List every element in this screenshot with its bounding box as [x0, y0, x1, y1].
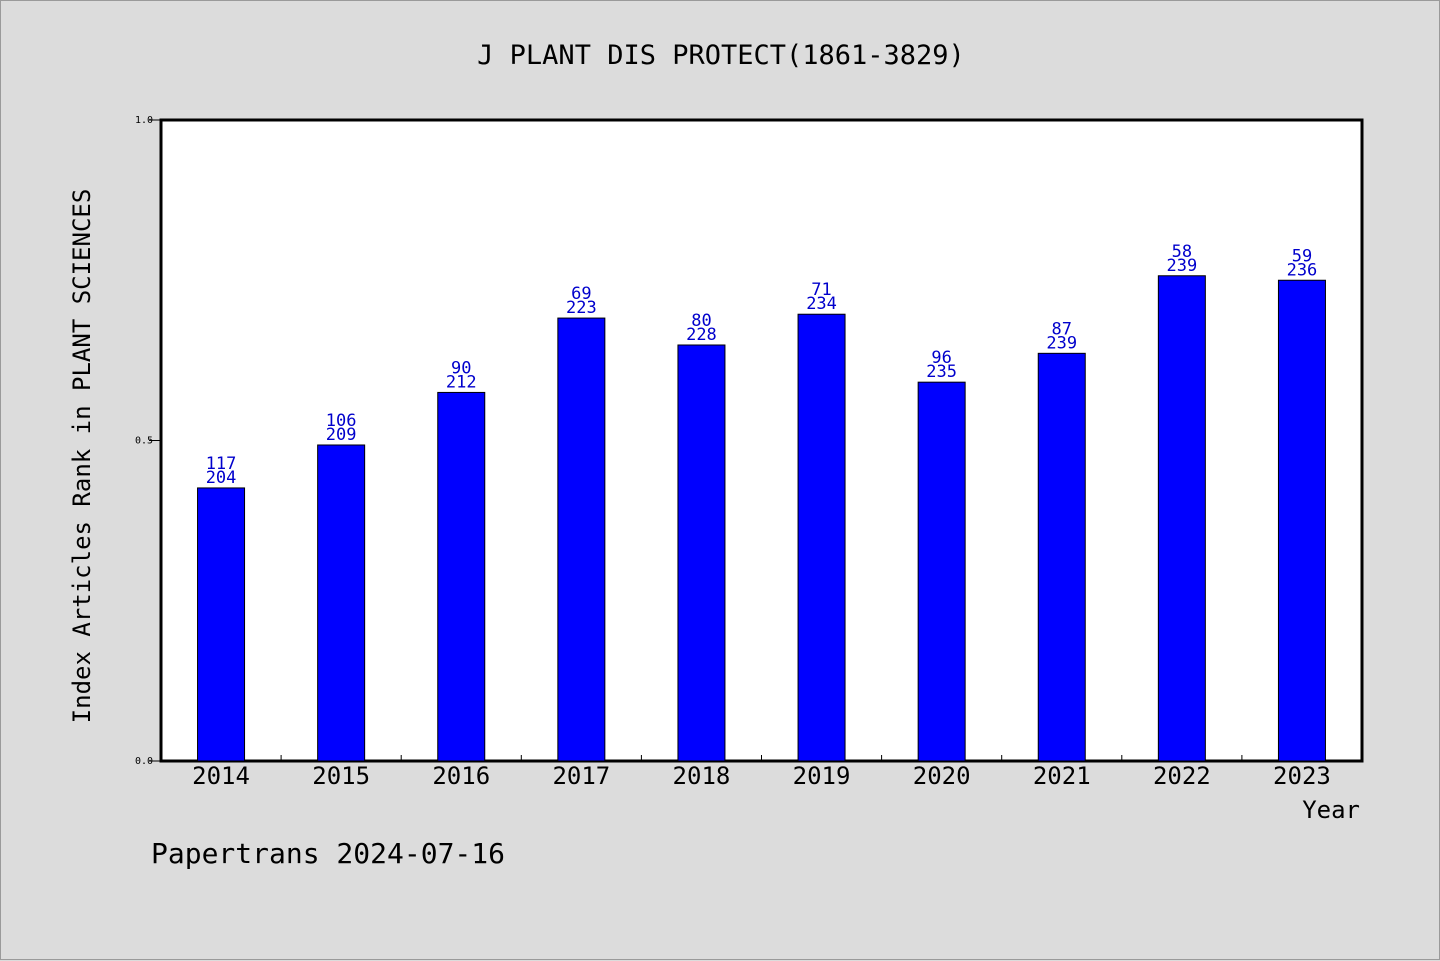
- y-tick-label-0.0: 0.0: [135, 756, 153, 767]
- y-tick-label-0.5: 0.5: [135, 436, 153, 447]
- x-tick-label-2015: 2015: [312, 762, 370, 790]
- bar-total-label-2023: 236: [1287, 260, 1318, 280]
- bar-2014: [197, 487, 246, 762]
- x-tick-label-2014: 2014: [192, 762, 250, 790]
- bar-rank-label-2016: 90: [451, 358, 471, 378]
- y-axis-label: Index Articles Rank in PLANT SCIENCES: [68, 189, 96, 724]
- bar-total-label-2021: 239: [1046, 333, 1077, 353]
- bar-rank-label-2022: 58: [1172, 242, 1192, 262]
- bar-2019: [797, 313, 846, 762]
- bar-2015: [317, 444, 366, 762]
- bar-rank-label-2015: 106: [326, 411, 357, 431]
- x-tick-label-2018: 2018: [673, 762, 731, 790]
- bar-2018: [677, 344, 726, 762]
- chart-title: J PLANT DIS PROTECT(1861-3829): [477, 40, 965, 71]
- bars-layer: 1172041062099021269223802287123496235872…: [197, 242, 1326, 762]
- x-tick-label-2017: 2017: [552, 762, 610, 790]
- bar-rank-label-2017: 69: [571, 284, 591, 304]
- bar-2020: [917, 381, 966, 762]
- bar-rank-label-2018: 80: [691, 311, 711, 331]
- x-tick-label-2019: 2019: [793, 762, 851, 790]
- bar-2017: [557, 317, 606, 762]
- x-tick-label-2016: 2016: [432, 762, 490, 790]
- bar-total-label-2016: 212: [446, 372, 477, 392]
- y-tick-label-1.0: 1.0: [135, 115, 153, 126]
- bar-total-label-2018: 228: [686, 325, 717, 345]
- bar-rank-label-2023: 59: [1292, 246, 1312, 266]
- x-ticks: 2014 2015 2016 2017 2018 2019 2020 2021 2022 2023: [192, 755, 1331, 790]
- bar-2016: [437, 391, 486, 762]
- bar-2021: [1037, 352, 1086, 762]
- x-axis-label: Year: [1302, 796, 1360, 824]
- bar-2023: [1277, 279, 1326, 762]
- bar-rank-label-2020: 96: [931, 348, 951, 368]
- bar-total-label-2014: 204: [206, 468, 237, 488]
- bar-rank-label-2019: 71: [811, 280, 831, 300]
- x-tick-label-2020: 2020: [913, 762, 971, 790]
- x-tick-label-2021: 2021: [1033, 762, 1091, 790]
- x-tick-label-2022: 2022: [1153, 762, 1211, 790]
- bar-2022: [1157, 275, 1206, 762]
- bar-rank-label-2014: 117: [206, 454, 237, 474]
- bar-total-label-2017: 223: [566, 298, 597, 318]
- bar-rank-label-2021: 87: [1052, 319, 1072, 339]
- x-tick-label-2023: 2023: [1273, 762, 1331, 790]
- footer-watermark: Papertrans 2024-07-16: [151, 837, 505, 870]
- bar-total-label-2019: 234: [806, 294, 837, 314]
- bar-total-label-2022: 239: [1166, 256, 1197, 276]
- bar-total-label-2020: 235: [926, 362, 957, 382]
- bar-total-label-2015: 209: [326, 425, 357, 445]
- y-ticks: 0.0 0.5 1.0: [135, 115, 161, 767]
